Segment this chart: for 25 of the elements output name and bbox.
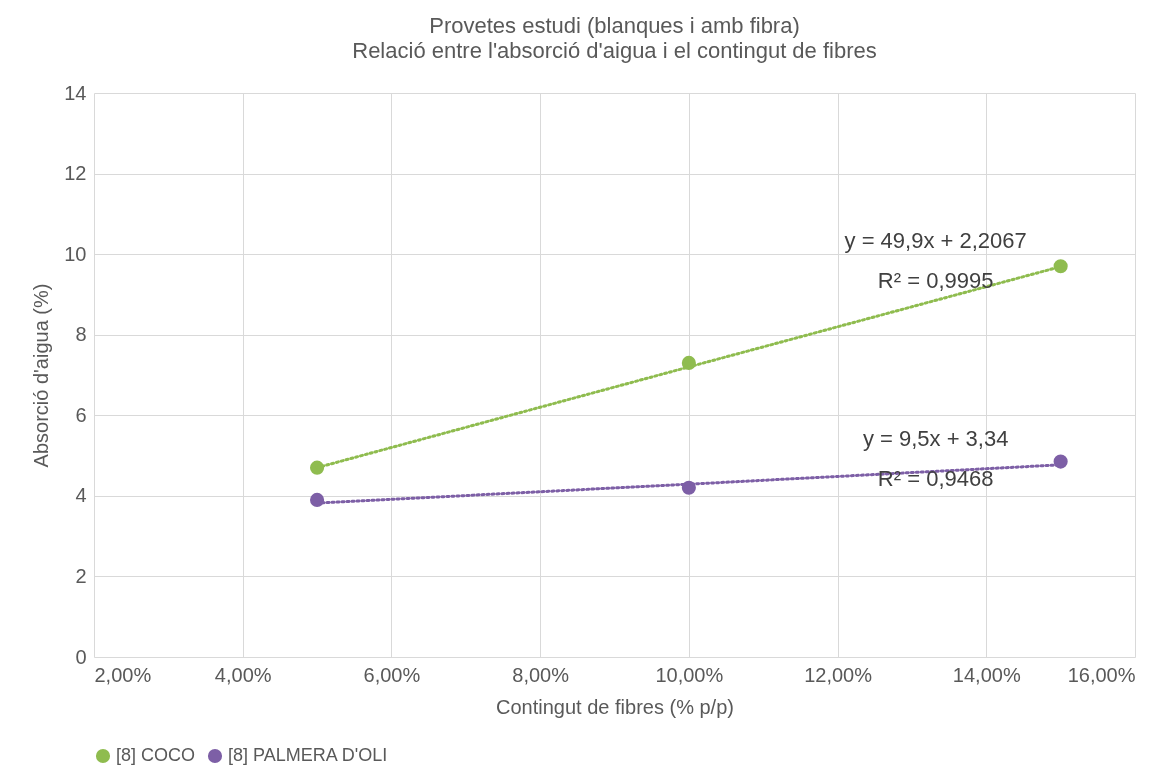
y-tick-label: 4 — [75, 484, 87, 507]
y-tick-label: 10 — [64, 242, 87, 265]
y-tick-label: 2 — [75, 564, 87, 587]
x-axis-title: Contingut de fibres (% p/p) — [496, 695, 734, 718]
x-tick-label: 14,00% — [952, 663, 1021, 686]
x-tick-label: 10,00% — [655, 663, 724, 686]
annotation: y = 49,9x + 2,2067 — [844, 227, 1027, 253]
annotation: R² = 0,9995 — [877, 267, 994, 293]
x-tick-label: 12,00% — [804, 663, 873, 686]
x-tick-label: 6,00% — [363, 663, 421, 686]
legend-label: [8] PALMERA D'OLI — [228, 745, 388, 765]
annotation: y = 9,5x + 3,34 — [862, 425, 1009, 451]
x-tick-label: 4,00% — [214, 663, 272, 686]
y-tick-label: 8 — [75, 323, 87, 346]
y-tick-label: 6 — [75, 403, 87, 426]
chart-title: Provetes estudi (blanques i amb fibra) — [429, 13, 800, 38]
x-tick-label: 8,00% — [512, 663, 570, 686]
y-tick-label: 12 — [64, 162, 87, 185]
y-tick-label: 0 — [75, 645, 87, 668]
x-tick-label: 16,00% — [1067, 663, 1136, 686]
x-tick-label: 2,00% — [94, 663, 152, 686]
y-axis-title: Absorció d'aigua (%) — [30, 283, 53, 468]
legend-label: [8] COCO — [116, 745, 196, 765]
y-tick-label: 14 — [64, 81, 87, 104]
chart-subtitle: Relació entre l'absorció d'aigua i el contingut de fibres — [352, 38, 877, 63]
